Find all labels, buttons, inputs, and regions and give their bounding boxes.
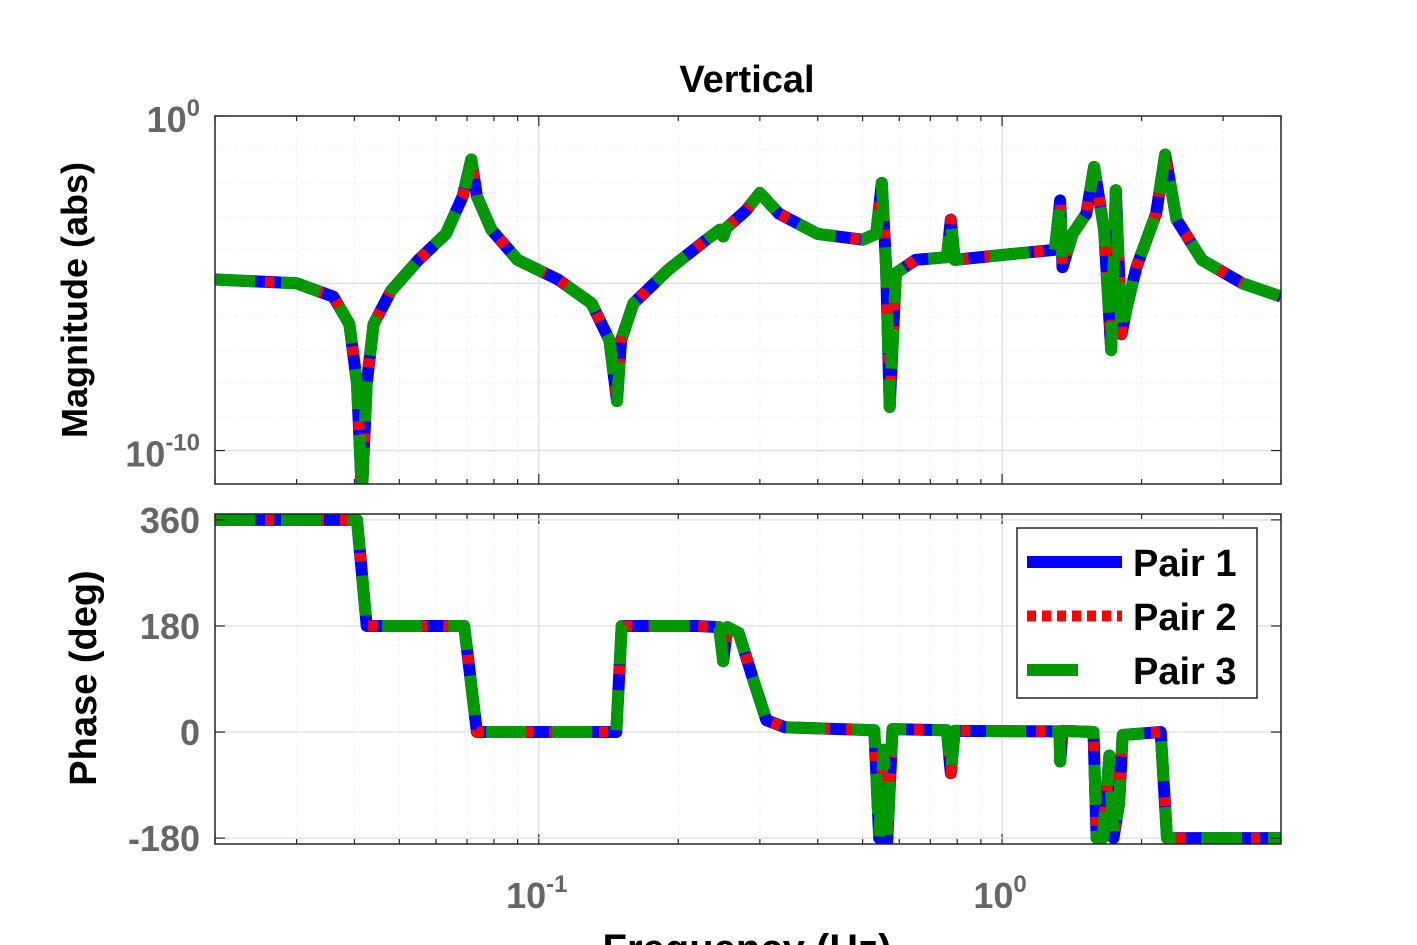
legend: Pair 1 Pair 2 Pair 3 [1016,527,1258,699]
phase-y-tick-label: 180 [140,606,200,647]
phase-y-tick-label: 0 [180,712,200,753]
legend-label-3: Pair 3 [1133,651,1237,693]
legend-label-1: Pair 1 [1133,543,1237,585]
phase-y-ticks: 360 180 0 -180 [128,500,1281,859]
phase-y-axis-label: Phase (deg) [63,570,105,785]
x-tick-label: 100 [973,871,1026,916]
magnitude-panel: 100 10-10 Magnitude (abs) [54,95,1282,485]
magnitude-y-tick-label: 100 [147,95,200,140]
phase-axes-frame [214,513,1282,845]
x-tick-label: 10-1 [506,871,567,916]
magnitude-y-axis-label: Magnitude (abs) [54,162,95,438]
legend-label-2: Pair 2 [1133,597,1237,639]
x-axis-ticks: 10-1 100 [506,871,1027,916]
phase-y-tick-label: 360 [140,500,200,541]
phase-panel: 360 180 0 -180 Phase (deg) [63,500,1282,859]
magnitude-line-3 [215,148,1281,484]
magnitude-axes-frame [214,115,1282,485]
magnitude-lines [215,148,1281,484]
phase-line-3 [215,514,1281,844]
x-axis-label: Frequency (Hz) [603,927,892,945]
chart-title: Vertical [679,59,814,101]
magnitude-y-ticks: 100 10-10 [125,95,1281,475]
phase-lines [215,514,1281,844]
phase-y-tick-label: -180 [128,818,200,859]
magnitude-y-tick-label: 10-10 [125,430,200,475]
